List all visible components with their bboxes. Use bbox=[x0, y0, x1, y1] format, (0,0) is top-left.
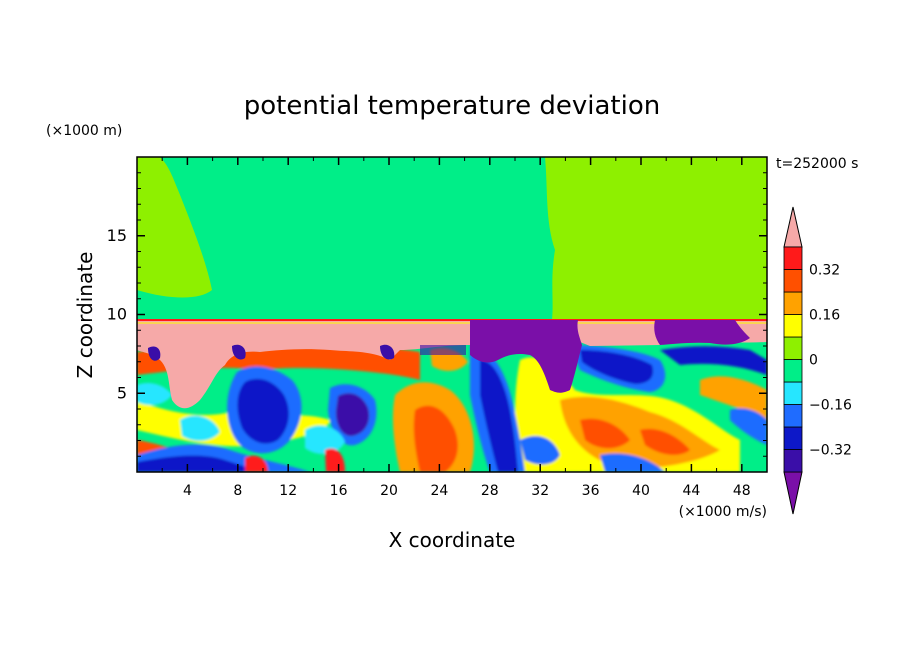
x-tick-label: 16 bbox=[330, 483, 348, 499]
x-tick-label: 48 bbox=[733, 483, 751, 499]
y-axis-ticks: 5 10 15 bbox=[107, 172, 767, 457]
colorbar-tick-label: −0.16 bbox=[809, 398, 852, 414]
x-axis-label: X coordinate bbox=[389, 528, 516, 552]
contour-field bbox=[137, 157, 767, 472]
x-tick-label: 20 bbox=[380, 483, 398, 499]
x-tick-label: 12 bbox=[279, 483, 297, 499]
y-tick-label: 10 bbox=[107, 305, 127, 324]
x-tick-label: 4 bbox=[183, 483, 192, 499]
colorbar-box bbox=[783, 359, 803, 383]
y-unit-label: (×1000 m) bbox=[46, 123, 122, 139]
colorbar-tick-label: 0.16 bbox=[809, 308, 840, 324]
time-label: t=252000 s bbox=[776, 156, 858, 172]
colorbar-box bbox=[783, 246, 803, 270]
x-tick-label: 36 bbox=[582, 483, 600, 499]
colorbar-tick-label: 0.32 bbox=[809, 263, 840, 279]
x-tick-label: 44 bbox=[682, 483, 700, 499]
colorbar-box bbox=[783, 449, 803, 473]
colorbar-box bbox=[783, 291, 803, 315]
y-tick-label: 5 bbox=[117, 383, 127, 402]
x-tick-label: 40 bbox=[632, 483, 650, 499]
colorbar-extend-max bbox=[783, 206, 803, 248]
chart-title: potential temperature deviation bbox=[244, 91, 660, 121]
y-tick-label: 15 bbox=[107, 226, 127, 245]
colorbar-box bbox=[783, 404, 803, 428]
y-axis-label: Z coordinate bbox=[73, 252, 97, 379]
colorbar-box bbox=[783, 336, 803, 360]
colorbar-tick-label: 0 bbox=[809, 353, 818, 369]
colorbar-box bbox=[783, 314, 803, 338]
colorbar-box bbox=[783, 426, 803, 450]
colorbar: 0.32 0.16 0 −0.16 −0.32 bbox=[783, 206, 852, 515]
colorbar-box bbox=[783, 381, 803, 405]
colorbar-extend-min bbox=[783, 471, 803, 515]
x-axis-ticks: 4 8 12 16 20 24 28 32 36 40 44 48 bbox=[161, 157, 751, 499]
colorbar-tick-label: −0.32 bbox=[809, 443, 852, 459]
x-tick-label: 8 bbox=[233, 483, 242, 499]
x-tick-label: 32 bbox=[531, 483, 549, 499]
x-unit-label: (×1000 m/s) bbox=[679, 504, 767, 520]
x-tick-label: 24 bbox=[430, 483, 448, 499]
colorbar-box bbox=[783, 269, 803, 293]
x-tick-label: 28 bbox=[481, 483, 499, 499]
